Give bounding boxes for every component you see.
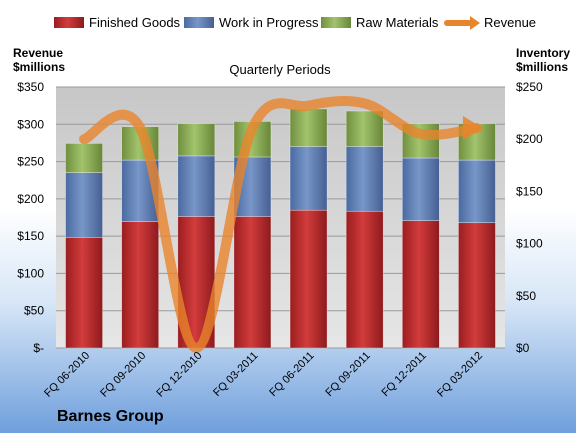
- bar-segment-finished-goods: [458, 222, 496, 349]
- left-tick-label: $300: [17, 117, 44, 131]
- right-tick-label: $50: [516, 289, 536, 303]
- left-tick-label: $350: [17, 80, 44, 94]
- x-tick-label: FQ 09-2010: [98, 350, 148, 400]
- legend-label-work-in-progress: Work in Progress: [219, 15, 319, 30]
- right-axis-ticks: $0 $50 $100 $150 $200 $250: [516, 80, 543, 355]
- left-axis-title-line1: Revenue: [13, 46, 63, 60]
- bar-segment-work-in-progress: [458, 159, 496, 224]
- bar-segment-work-in-progress: [177, 155, 216, 217]
- company-name: Barnes Group: [57, 408, 164, 425]
- left-tick-label: $150: [17, 229, 44, 243]
- bar-segment-work-in-progress: [402, 157, 440, 221]
- left-tick-label: $-: [33, 341, 44, 355]
- x-tick-label: FQ 03-2011: [211, 350, 260, 399]
- x-tick-label: FQ 03-2012: [435, 350, 485, 400]
- bar-segment-raw-materials: [65, 143, 103, 173]
- legend-swatch-raw-materials: [321, 17, 351, 28]
- right-tick-label: $0: [516, 341, 530, 355]
- x-axis-ticks: FQ 06-2010 FQ 09-2010 FQ 12-2010 FQ 03-2011…: [42, 350, 485, 400]
- chart-subtitle: Quarterly Periods: [229, 62, 331, 77]
- legend: Finished Goods Work in Progress Raw Mate…: [54, 15, 536, 30]
- bar-segment-work-in-progress: [289, 146, 328, 211]
- left-axis-ticks: $- $50 $100 $150 $200 $250 $300 $350: [17, 80, 44, 355]
- legend-label-finished-goods: Finished Goods: [89, 15, 181, 30]
- left-tick-label: $250: [17, 155, 44, 169]
- bar-segment-finished-goods: [65, 237, 103, 349]
- right-tick-label: $200: [516, 132, 543, 146]
- right-axis-title-line1: Inventory: [516, 46, 570, 60]
- left-axis-title-line2: $millions: [13, 60, 65, 74]
- x-tick-label: FQ 09-2011: [323, 350, 372, 399]
- x-tick-label: FQ 12-2010: [154, 350, 204, 400]
- bar-segment-finished-goods: [233, 216, 272, 349]
- x-tick-label: FQ 12-2011: [380, 350, 429, 399]
- left-tick-label: $50: [24, 304, 44, 318]
- bar-segment-work-in-progress: [65, 172, 103, 238]
- left-tick-label: $100: [17, 266, 44, 280]
- right-tick-label: $250: [516, 80, 543, 94]
- bar-segment-finished-goods: [121, 221, 159, 349]
- legend-label-revenue: Revenue: [484, 15, 536, 30]
- x-tick-label: FQ 06-2011: [267, 350, 316, 399]
- legend-swatch-finished-goods: [54, 17, 84, 28]
- bar-segment-raw-materials: [177, 123, 216, 157]
- right-axis-title-line2: $millions: [516, 60, 568, 74]
- legend-swatch-work-in-progress: [184, 17, 214, 28]
- x-tick-label: FQ 06-2010: [42, 350, 92, 400]
- legend-swatch-revenue-arrowhead: [470, 16, 480, 30]
- bar-segment-finished-goods: [289, 209, 328, 349]
- legend-label-raw-materials: Raw Materials: [356, 15, 439, 30]
- revenue-arrowhead: [462, 116, 483, 141]
- revenue-line: [79, 95, 483, 353]
- left-tick-label: $200: [17, 192, 44, 206]
- bar-segment-raw-materials: [345, 110, 384, 147]
- bar-segment-raw-materials: [289, 108, 328, 147]
- bar-segment-finished-goods: [345, 210, 384, 349]
- bar-segment-work-in-progress: [345, 146, 384, 212]
- right-tick-label: $100: [516, 237, 543, 251]
- right-tick-label: $150: [516, 184, 543, 198]
- revenue-line-path: [79, 95, 482, 353]
- bar-segment-finished-goods: [402, 220, 440, 349]
